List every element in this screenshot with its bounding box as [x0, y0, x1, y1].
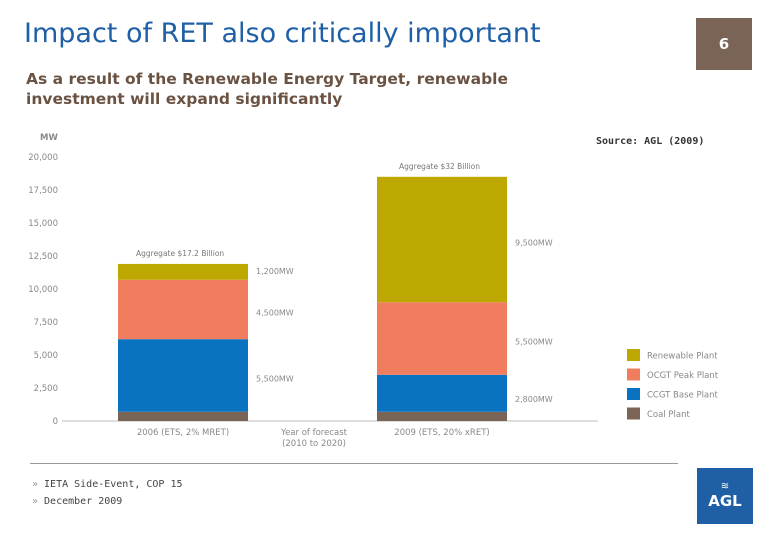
- slide-title: Impact of RET also critically important: [24, 18, 541, 49]
- y-tick-label: 15,000: [28, 219, 58, 229]
- y-tick-label: 20,000: [28, 153, 58, 163]
- legend-swatch: [627, 349, 640, 361]
- y-tick-label: 5,000: [34, 351, 58, 361]
- legend-label: Renewable Plant: [647, 352, 718, 362]
- footer-event: » IETA Side-Event, COP 15: [32, 479, 183, 490]
- x-axis-title-line-1: Year of forecast: [280, 428, 348, 438]
- data-label: 5,500MW: [256, 374, 294, 383]
- page-number-badge: 6: [696, 18, 752, 70]
- bar-segment-ocgt-peak-plant: [377, 302, 507, 375]
- x-axis-title-line-2: (2010 to 2020): [282, 439, 346, 449]
- legend-label: Coal Plant: [647, 410, 690, 420]
- bar-segment-coal-plant: [118, 411, 248, 421]
- y-tick-label: 7,500: [34, 318, 58, 328]
- bar-segment-renewable-plant: [377, 176, 507, 303]
- y-axis-title: MW: [40, 133, 58, 143]
- y-tick-label: 2,500: [34, 384, 58, 394]
- subtitle-line-1: As a result of the Renewable Energy Targ…: [26, 70, 508, 88]
- bar-segment-ocgt-peak-plant: [118, 279, 248, 340]
- bar-segment-coal-plant: [377, 411, 507, 421]
- legend-swatch: [627, 407, 640, 420]
- x-category-label: 2009 (ETS, 20% xRET): [394, 428, 489, 438]
- logo-text: AGL: [708, 492, 742, 510]
- data-label: 5,500MW: [515, 338, 553, 347]
- y-tick-label: 10,000: [28, 285, 58, 295]
- stacked-bar-chart: MW 0 2,500 5,000 7,500 10,000 12,500 15,000 17,5…: [28, 133, 719, 449]
- agl-logo: ≋ AGL: [697, 468, 753, 524]
- footer-divider: [30, 463, 678, 464]
- footer-date-text: December 2009: [44, 496, 123, 507]
- y-tick-label: 12,500: [28, 252, 58, 262]
- data-label: 1,200MW: [256, 267, 294, 276]
- footer-date: » December 2009: [32, 496, 122, 507]
- subtitle-line-2: investment will expand significantly: [26, 90, 343, 108]
- aggregate-annotation: Aggregate $17.2 Billion: [136, 249, 224, 258]
- x-category-label: 2006 (ETS, 2% MRET): [137, 428, 229, 438]
- data-label: 9,500MW: [515, 239, 553, 248]
- source-note: Source: AGL (2009): [596, 136, 705, 147]
- bar-segment-ccgt-base-plant: [118, 339, 248, 412]
- bar-segment-ccgt-base-plant: [377, 374, 507, 412]
- aggregate-annotation: Aggregate $32 Billion: [399, 162, 480, 171]
- slide-subtitle: As a result of the Renewable Energy Targ…: [26, 69, 626, 109]
- bar-segment-renewable-plant: [118, 263, 248, 280]
- data-label: 2,800MW: [515, 395, 553, 404]
- footer-event-text: IETA Side-Event, COP 15: [44, 479, 183, 490]
- legend-swatch: [627, 368, 640, 381]
- data-label: 4,500MW: [256, 308, 294, 317]
- logo-wave-icon: ≋: [720, 481, 730, 492]
- legend-label: CCGT Base Plant: [647, 391, 719, 401]
- footer-bullet-icon: »: [32, 496, 39, 507]
- y-tick-label: 17,500: [28, 186, 58, 196]
- legend-swatch: [627, 388, 640, 400]
- legend-label: OCGT Peak Plant: [647, 371, 719, 381]
- y-tick-label: 0: [53, 417, 58, 427]
- footer-bullet-icon: »: [32, 479, 39, 490]
